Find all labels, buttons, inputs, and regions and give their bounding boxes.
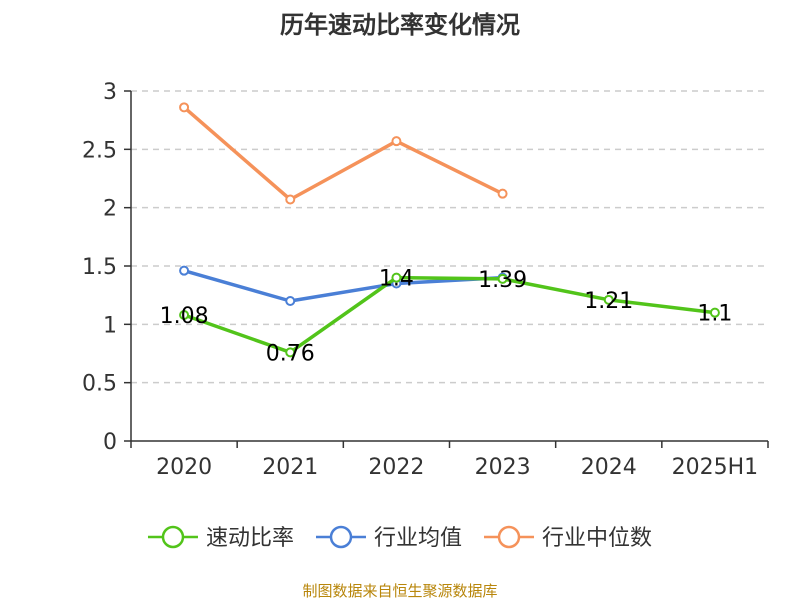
y-tick-label: 1.5: [82, 255, 117, 280]
data-point[interactable]: [285, 296, 296, 306]
legend-marker: [497, 525, 521, 549]
series-line-1: [183, 268, 503, 303]
legend-item-2[interactable]: 行业中位数: [484, 525, 652, 551]
data-point[interactable]: [179, 265, 190, 276]
legend-marker: [161, 525, 185, 549]
legend-marker: [329, 525, 353, 549]
legend[interactable]: 速动比率 行业均值 行业中位数: [147, 525, 652, 551]
axes: 0 0.5 1 1.5 2 2.5 3 2020 2021 2022 2023 2024 2025H1: [82, 80, 769, 480]
series-group: [179, 102, 720, 358]
data-point[interactable]: [497, 188, 508, 199]
y-tick-label: 2.5: [82, 138, 117, 163]
grid: [131, 90, 768, 384]
source-note: 制图数据来自恒生聚源数据库: [302, 582, 497, 600]
data-labels: 1.08 0.76 1.4 1.39 1.21 1.1: [160, 267, 733, 367]
data-label: 1.4: [379, 267, 414, 292]
x-tick-label: 2021: [262, 455, 318, 480]
y-tick-label: 3: [103, 80, 117, 105]
data-point[interactable]: [285, 347, 296, 358]
data-point[interactable]: [391, 136, 402, 147]
data-label: 1.08: [160, 304, 209, 329]
data-label: 1.1: [697, 302, 732, 327]
data-point[interactable]: [179, 102, 190, 113]
x-tick-label: 2024: [581, 455, 637, 480]
data-point[interactable]: [391, 272, 402, 283]
x-tick-label: 2022: [368, 455, 424, 480]
x-tick-label: 2020: [156, 455, 212, 480]
legend-label: 速动比率: [206, 526, 294, 551]
x-tick-label: 2025H1: [672, 455, 759, 480]
legend-label: 行业中位数: [542, 526, 652, 551]
y-tick-label: 0: [103, 430, 117, 455]
legend-item-0[interactable]: 速动比率: [147, 525, 294, 551]
legend-label: 行业均值: [374, 526, 462, 551]
data-point[interactable]: [603, 294, 614, 305]
data-label: 1.21: [584, 289, 633, 314]
y-tick-label: 0.5: [82, 372, 117, 397]
data-point[interactable]: [497, 273, 508, 284]
data-label: 1.39: [478, 268, 527, 293]
data-point[interactable]: [285, 194, 296, 205]
y-tick-label: 1: [103, 313, 117, 338]
x-tick-label: 2023: [475, 455, 531, 480]
data-point[interactable]: [179, 310, 190, 320]
chart-title: 历年速动比率变化情况: [280, 11, 520, 39]
data-label: 0.76: [266, 341, 315, 366]
y-tick-label: 2: [103, 197, 117, 222]
series-line-2: [182, 106, 504, 202]
series-line-0: [183, 275, 716, 355]
legend-item-1[interactable]: 行业均值: [315, 525, 462, 551]
data-point[interactable]: [709, 307, 720, 318]
